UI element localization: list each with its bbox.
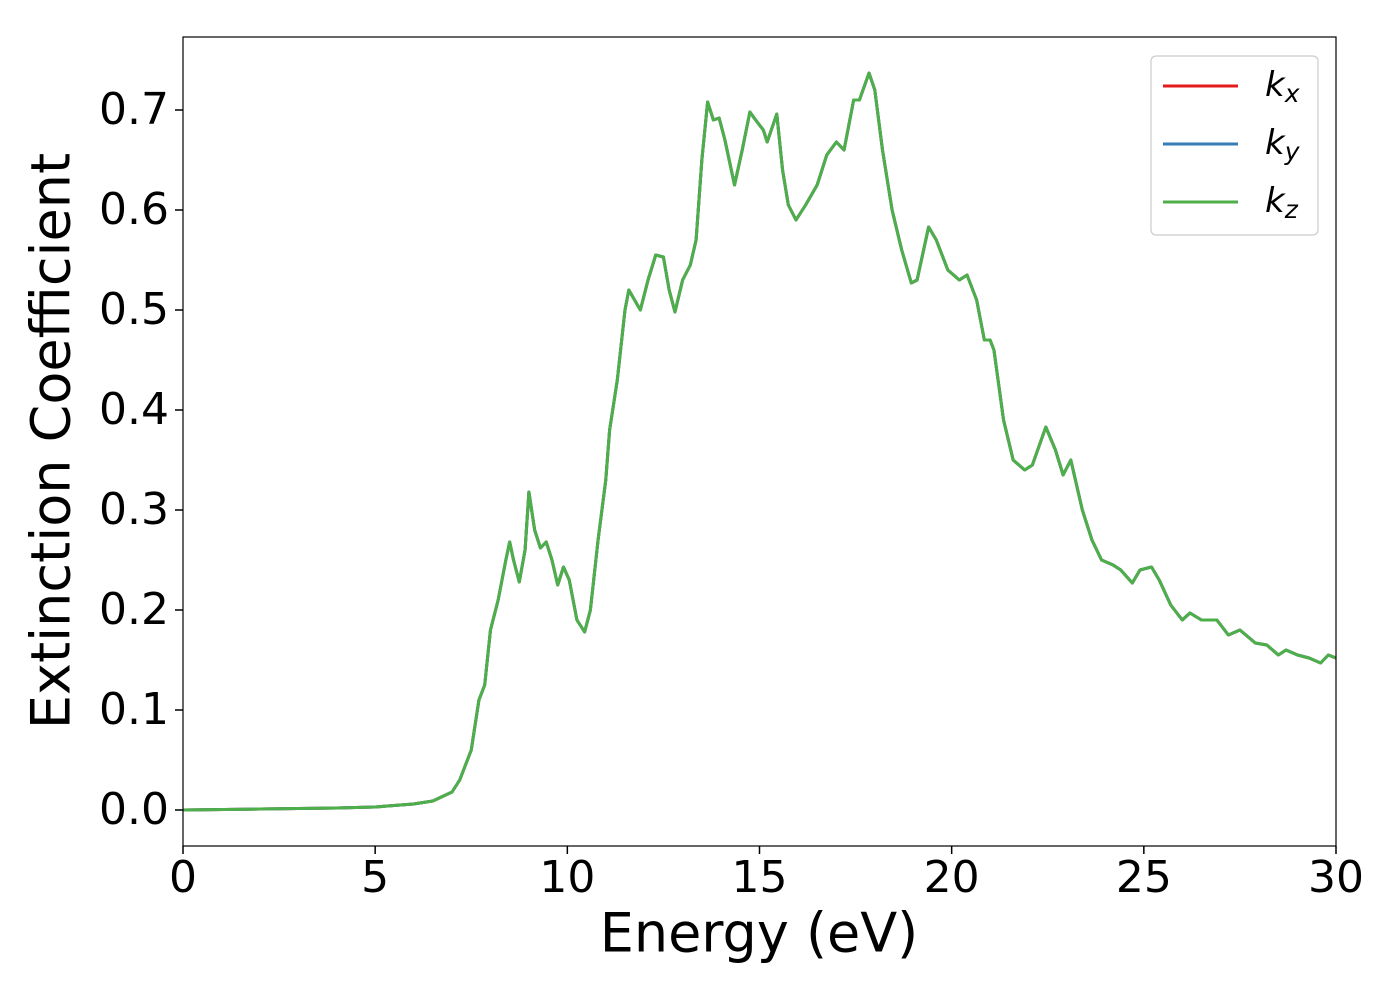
data-line bbox=[182, 71, 1337, 812]
y-tick-label: 0.1 bbox=[99, 684, 169, 735]
legend-label: kx bbox=[1265, 65, 1300, 109]
x-tick-label: 15 bbox=[732, 852, 788, 903]
y-tick-label: 0.0 bbox=[99, 784, 169, 835]
x-tick-label: 10 bbox=[539, 852, 595, 903]
legend-label: kz bbox=[1265, 181, 1299, 225]
y-tick-label: 0.5 bbox=[99, 284, 169, 335]
y-tick-label: 0.2 bbox=[99, 584, 169, 635]
y-tick-label: 0.6 bbox=[99, 184, 169, 235]
x-tick-label: 30 bbox=[1308, 852, 1364, 903]
y-axis-label: Extinction Coefficient bbox=[20, 153, 83, 729]
x-tick-label: 0 bbox=[169, 852, 197, 903]
plot-frame bbox=[182, 36, 1337, 847]
legend: kx ky kz bbox=[1150, 55, 1319, 236]
x-tick-label: 20 bbox=[924, 852, 980, 903]
x-axis-label: Energy (eV) bbox=[600, 902, 919, 965]
x-tick-label: 25 bbox=[1116, 852, 1172, 903]
plot-area bbox=[183, 37, 1336, 846]
legend-label: ky bbox=[1265, 123, 1301, 167]
x-tick-label: 5 bbox=[361, 852, 389, 903]
y-tick-label: 0.3 bbox=[99, 484, 169, 535]
y-tick-label: 0.4 bbox=[99, 384, 169, 435]
y-tick-label: 0.7 bbox=[99, 84, 169, 135]
